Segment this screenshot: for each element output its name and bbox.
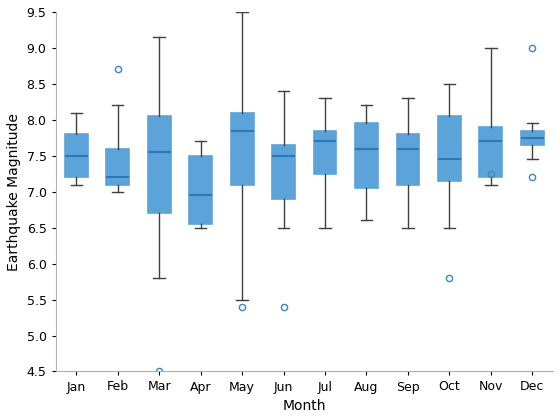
PathPatch shape bbox=[231, 113, 254, 184]
PathPatch shape bbox=[479, 127, 502, 177]
PathPatch shape bbox=[314, 131, 337, 174]
PathPatch shape bbox=[106, 149, 129, 184]
Y-axis label: Earthquake Magnitude: Earthquake Magnitude bbox=[7, 113, 21, 270]
PathPatch shape bbox=[272, 145, 295, 199]
PathPatch shape bbox=[148, 116, 171, 213]
PathPatch shape bbox=[65, 134, 88, 177]
PathPatch shape bbox=[438, 116, 461, 181]
X-axis label: Month: Month bbox=[283, 399, 326, 413]
PathPatch shape bbox=[355, 123, 378, 188]
PathPatch shape bbox=[189, 156, 212, 224]
PathPatch shape bbox=[521, 131, 544, 145]
PathPatch shape bbox=[396, 134, 419, 184]
